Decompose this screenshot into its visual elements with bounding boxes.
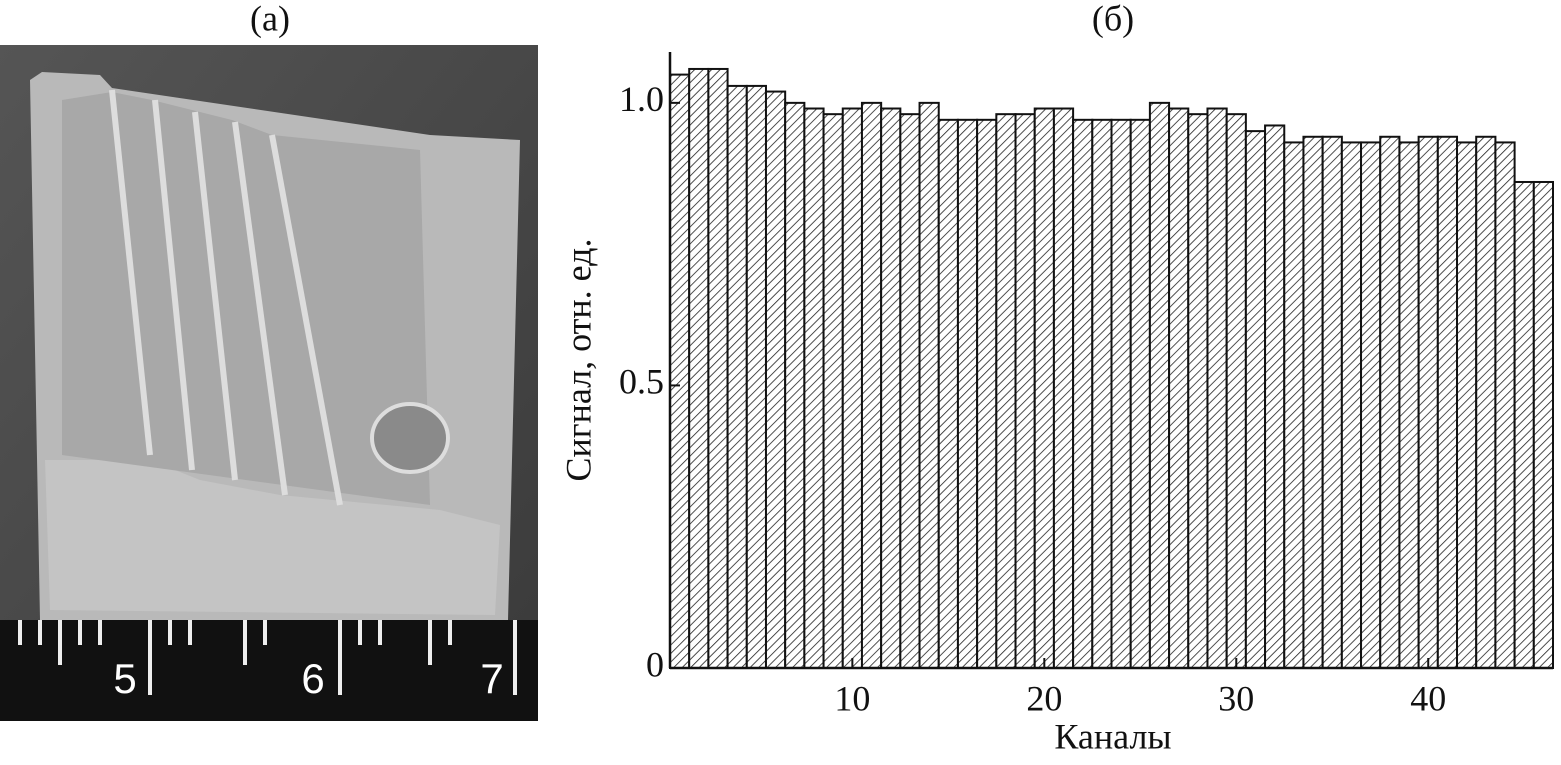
bar	[688, 67, 710, 670]
bar	[822, 113, 844, 669]
ruler-label: 5	[113, 655, 136, 702]
panel-label: (a)	[250, 0, 290, 38]
bar	[764, 90, 787, 669]
bar	[1321, 135, 1343, 670]
bar	[1283, 141, 1305, 670]
x-tick-label: 40	[1410, 678, 1446, 718]
bar	[880, 107, 902, 670]
y-tick-label: 0.5	[619, 362, 664, 402]
ruler-label: 7	[480, 655, 503, 702]
bar	[1033, 107, 1055, 670]
bar	[726, 84, 748, 669]
bar	[1456, 141, 1478, 670]
bar	[1091, 118, 1113, 669]
bar	[1513, 180, 1535, 669]
bar	[1244, 130, 1267, 669]
bar	[841, 107, 863, 670]
bar	[745, 84, 767, 669]
bar	[1398, 141, 1420, 670]
bar	[1148, 101, 1171, 670]
bar	[803, 107, 825, 670]
bar	[1360, 141, 1382, 670]
bar	[1014, 113, 1036, 669]
bar	[1168, 107, 1190, 670]
bar	[956, 118, 979, 669]
bar	[860, 101, 883, 670]
bar	[1532, 180, 1554, 669]
bar	[1264, 124, 1286, 669]
bar	[1379, 135, 1401, 670]
bar	[1129, 118, 1151, 669]
bar	[1206, 107, 1228, 670]
bar	[1110, 118, 1132, 669]
bar	[1475, 135, 1497, 670]
x-axis-label: Каналы	[1054, 716, 1171, 756]
bar	[784, 101, 806, 670]
chart-title: (б)	[1092, 0, 1134, 38]
bar	[995, 113, 1017, 669]
bar	[707, 67, 729, 670]
y-tick-label: 0	[646, 644, 664, 684]
bar	[1340, 141, 1363, 670]
bar	[1494, 141, 1516, 670]
ruler-label: 6	[301, 655, 324, 702]
bar	[918, 101, 940, 670]
bar	[1187, 113, 1209, 669]
bar	[1302, 135, 1324, 670]
bar	[976, 118, 998, 669]
bar	[937, 118, 959, 669]
bar	[1225, 113, 1247, 669]
bar	[1436, 135, 1459, 670]
photo: 5 6 7	[0, 45, 538, 721]
bar	[899, 113, 921, 669]
x-tick-label: 10	[834, 678, 870, 718]
bar	[669, 73, 691, 669]
x-tick-label: 20	[1026, 678, 1062, 718]
y-axis-label: Сигнал, отн. ед.	[558, 239, 598, 482]
bar	[1417, 135, 1439, 670]
bar	[1052, 107, 1075, 670]
y-tick-label: 1.0	[619, 79, 664, 119]
bar	[1072, 118, 1094, 669]
x-tick-label: 30	[1218, 678, 1254, 718]
